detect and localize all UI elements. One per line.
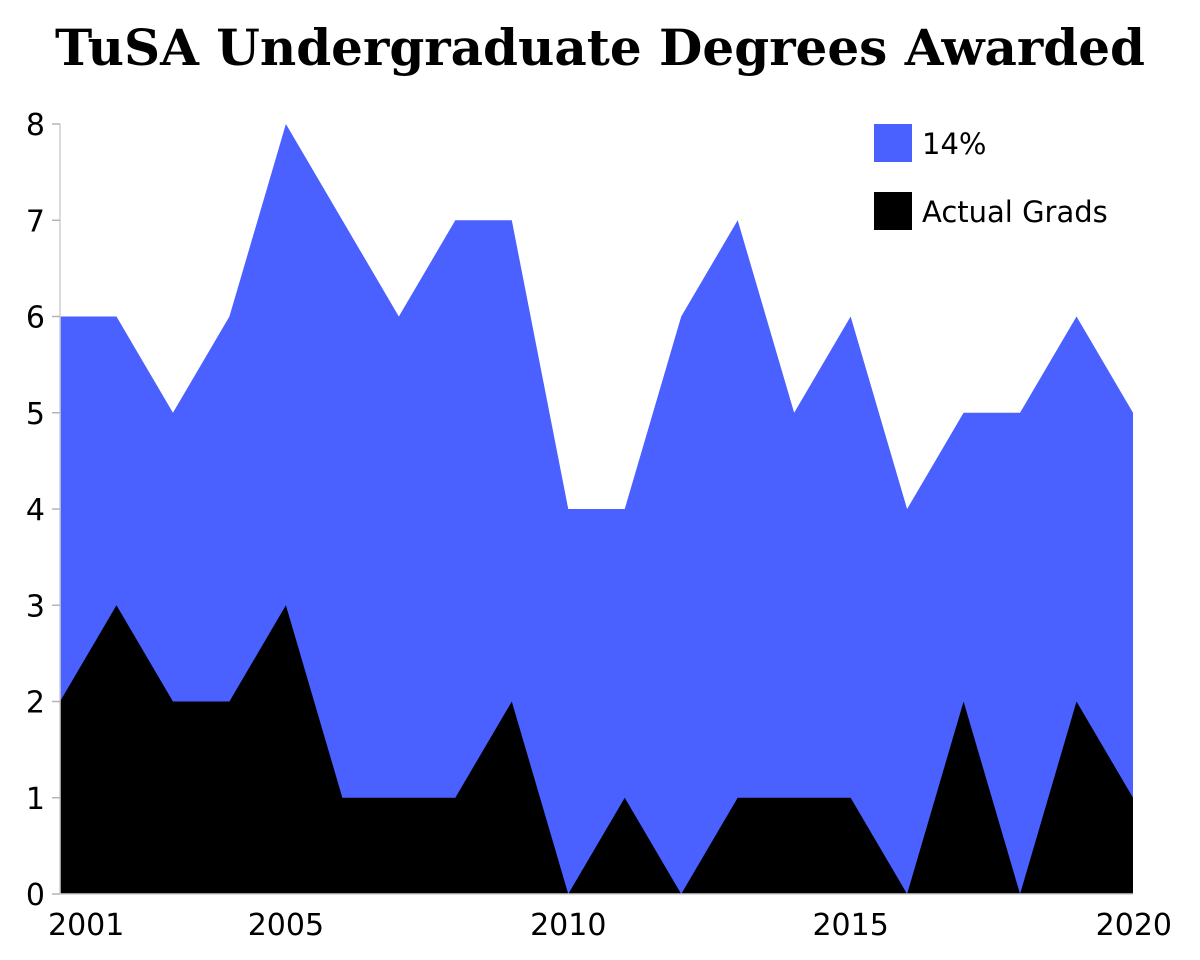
x-axis-ticks: 2001 2005 2010 2015 2020 <box>48 908 1172 943</box>
y-tick-label: 4 <box>26 493 45 528</box>
x-tick-label: 2005 <box>248 908 324 943</box>
plot-area <box>60 124 1133 894</box>
x-tick-label: 2015 <box>812 908 888 943</box>
x-tick-label: 2001 <box>48 908 124 943</box>
x-tick-label: 2010 <box>530 908 606 943</box>
y-tick-label: 7 <box>26 204 45 239</box>
y-tick-label: 0 <box>26 878 45 913</box>
y-axis-ticks: 0 1 2 3 4 5 6 7 8 <box>26 108 60 913</box>
legend-label: 14% <box>922 127 986 161</box>
y-tick-label: 8 <box>26 108 45 143</box>
x-tick-label: 2020 <box>1096 908 1172 943</box>
legend-swatch <box>874 192 912 230</box>
y-tick-label: 6 <box>26 301 45 336</box>
legend-swatch <box>874 124 912 162</box>
y-tick-label: 1 <box>26 782 45 817</box>
area-series-0 <box>60 124 1133 894</box>
y-tick-label: 2 <box>26 686 45 721</box>
legend: 14% Actual Grads <box>874 124 1108 230</box>
y-tick-label: 3 <box>26 589 45 624</box>
area-series-1 <box>60 605 1133 894</box>
chart-title: TuSA Undergraduate Degrees Awarded <box>54 18 1145 77</box>
y-tick-label: 5 <box>26 397 45 432</box>
legend-label: Actual Grads <box>922 195 1108 229</box>
